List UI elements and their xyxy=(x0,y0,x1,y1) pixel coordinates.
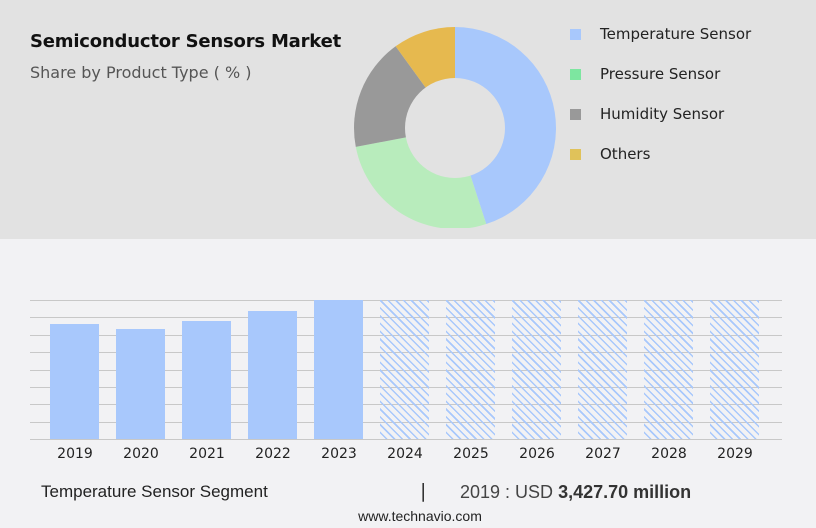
x-axis-label: 2025 xyxy=(453,446,489,462)
legend-label: Temperature Sensor xyxy=(600,25,752,43)
legend-label: Humidity Sensor xyxy=(600,105,725,123)
x-axis-label: 2019 xyxy=(57,446,93,462)
legend-swatch-pressure-icon xyxy=(570,68,581,80)
legend-item-others: Others xyxy=(570,134,751,174)
bar-2019 xyxy=(50,324,99,439)
legend-item-pressure: Pressure Sensor xyxy=(570,54,751,94)
legend-label: Others xyxy=(600,145,651,163)
gridline xyxy=(30,439,782,440)
bar-2020 xyxy=(116,329,165,439)
x-axis-label: 2029 xyxy=(717,446,753,462)
donut-hole xyxy=(405,78,505,178)
legend-item-humidity: Humidity Sensor xyxy=(570,94,751,134)
bar-2026 xyxy=(512,300,561,439)
chart-title: Semiconductor Sensors Market xyxy=(30,31,341,52)
segment-value-prefix: 2019 : USD xyxy=(460,482,559,502)
x-axis-label: 2022 xyxy=(255,446,291,462)
legend-swatch-others-icon xyxy=(570,148,581,160)
top-panel: Semiconductor Sensors Market Share by Pr… xyxy=(0,0,816,239)
segment-value: 2019 : USD 3,427.70 million xyxy=(460,482,691,503)
x-axis-label: 2021 xyxy=(189,446,225,462)
bar-2025 xyxy=(446,300,495,439)
chart-subtitle: Share by Product Type ( % ) xyxy=(30,63,252,82)
legend-swatch-humidity-icon xyxy=(570,108,581,120)
bar-2028 xyxy=(644,300,693,439)
legend-item-temperature: Temperature Sensor xyxy=(570,14,751,54)
bar-chart: 2019 2020 2021 2022 2023 2024 2025 2026 2027 2028… xyxy=(0,280,816,470)
bar-2022 xyxy=(248,311,297,439)
legend: Temperature Sensor Pressure Sensor Humid… xyxy=(570,14,751,174)
legend-swatch-temperature-icon xyxy=(570,28,581,40)
segment-label: Temperature Sensor Segment xyxy=(41,482,268,501)
x-axis-label: 2027 xyxy=(585,446,621,462)
footer-separator: | xyxy=(420,480,427,502)
x-axis-label: 2026 xyxy=(519,446,555,462)
bar-2029 xyxy=(710,300,759,439)
x-axis-label: 2024 xyxy=(387,446,423,462)
donut-chart xyxy=(354,27,556,228)
x-axis-label: 2028 xyxy=(651,446,687,462)
source-url: www.technavio.com xyxy=(358,508,482,524)
bar-2021 xyxy=(182,321,231,439)
bar-2023 xyxy=(314,300,363,439)
x-axis-label: 2023 xyxy=(321,446,357,462)
bar-2027 xyxy=(578,300,627,439)
bar-2024 xyxy=(380,300,429,439)
legend-label: Pressure Sensor xyxy=(600,65,721,83)
x-axis-label: 2020 xyxy=(123,446,159,462)
donut-slice-temperature-sensor xyxy=(455,27,556,225)
segment-value-amount: 3,427.70 million xyxy=(558,482,692,502)
